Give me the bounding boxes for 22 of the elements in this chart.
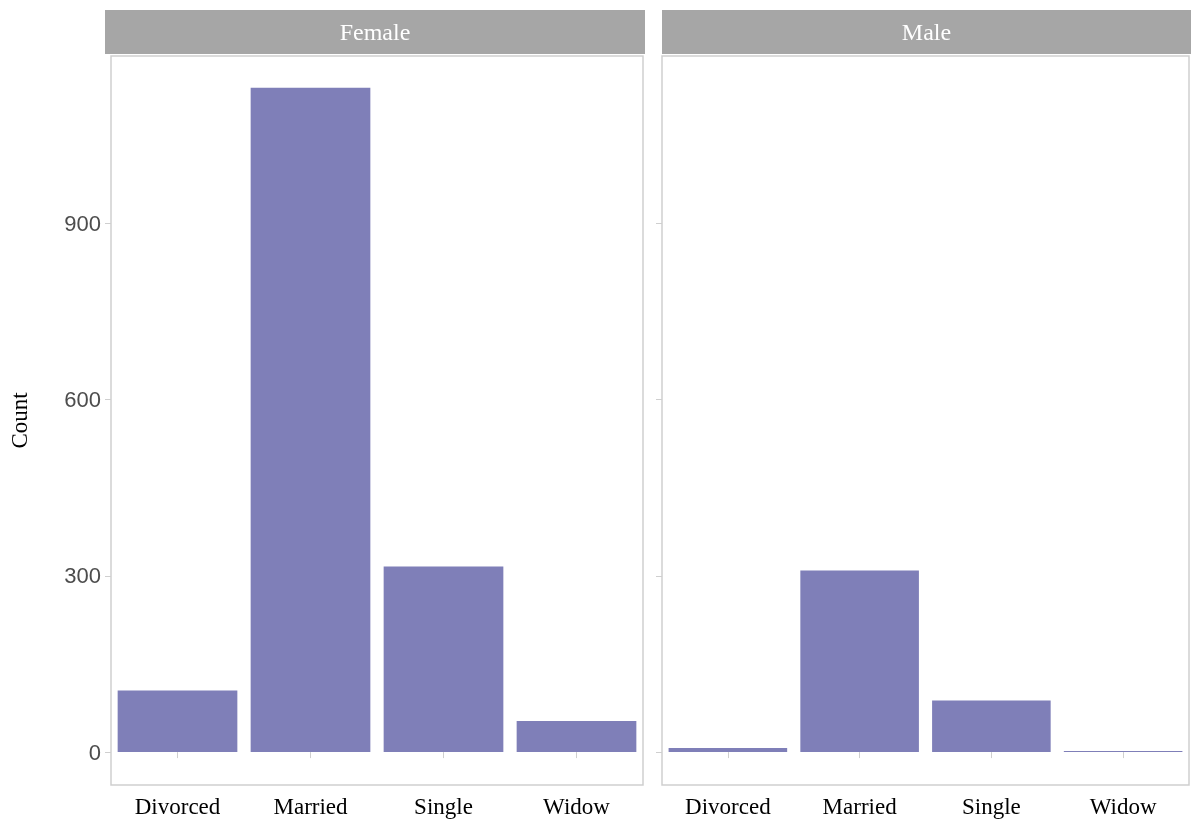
bar [383,566,504,753]
x-tick-label: Single [961,794,1021,819]
x-tick-label: Married [273,794,349,819]
x-tick-label: Widow [543,794,611,819]
bar [932,700,1051,753]
bar [250,87,371,753]
chart-title: Male [662,10,1191,54]
y-tick-label: 300 [64,563,101,589]
y-tick-label: 600 [64,387,101,413]
x-tick-label: Married [822,794,898,819]
y-tick-label: 0 [88,739,101,765]
x-tick-label: Widow [1089,794,1157,819]
bar [668,747,788,753]
y-axis-title: Count [7,391,32,449]
bar [516,720,637,753]
bar [117,690,238,753]
y-tick-label: 900 [64,210,101,236]
bar [800,570,919,753]
x-tick-label: Divorced [134,794,221,819]
x-tick-label: Single [414,794,473,819]
x-tick-label: Divorced [685,794,772,819]
chart-title: Female [105,10,645,54]
